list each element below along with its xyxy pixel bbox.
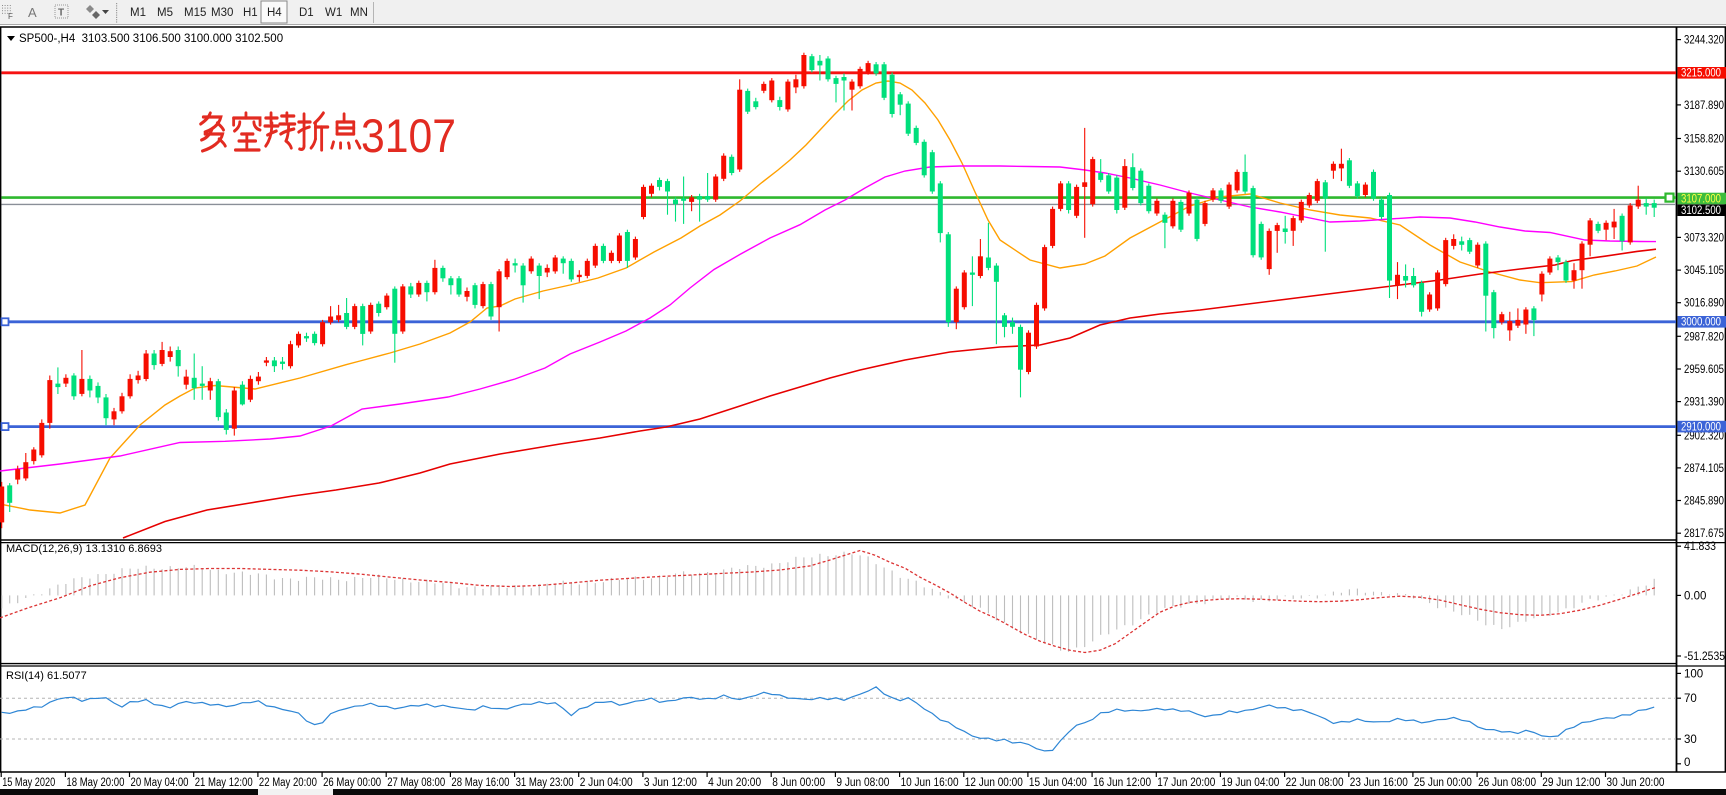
svg-text:25 Jun 00:00: 25 Jun 00:00 (1414, 777, 1472, 789)
svg-text:30 Jun 20:00: 30 Jun 20:00 (1607, 777, 1665, 789)
svg-text:2845.890: 2845.890 (1684, 496, 1724, 508)
svg-text:20 May 04:00: 20 May 04:00 (131, 777, 189, 789)
svg-text:28 May 16:00: 28 May 16:00 (451, 777, 509, 789)
svg-text:3130.605: 3130.605 (1684, 166, 1724, 178)
svg-text:100: 100 (1684, 669, 1703, 681)
svg-text:3045.105: 3045.105 (1684, 265, 1724, 277)
svg-text:26 Jun 08:00: 26 Jun 08:00 (1478, 777, 1536, 789)
svg-text:M1: M1 (130, 7, 146, 19)
svg-text:2959.605: 2959.605 (1684, 364, 1724, 376)
svg-text:0.00: 0.00 (1684, 590, 1706, 602)
svg-text:9 Jun 08:00: 9 Jun 08:00 (836, 777, 889, 789)
svg-text:41.833: 41.833 (1684, 541, 1716, 553)
svg-text:2931.390: 2931.390 (1684, 397, 1724, 409)
svg-text:12 Jun 00:00: 12 Jun 00:00 (965, 777, 1023, 789)
svg-text:3107.000: 3107.000 (1681, 193, 1721, 205)
svg-text:MN: MN (350, 7, 368, 19)
svg-text:3215.000: 3215.000 (1681, 68, 1721, 80)
svg-text:2987.820: 2987.820 (1684, 331, 1724, 343)
svg-text:70: 70 (1684, 693, 1697, 705)
svg-text:3102.500: 3102.500 (1681, 205, 1721, 217)
svg-text:23 Jun 16:00: 23 Jun 16:00 (1350, 777, 1408, 789)
svg-text:31 May 23:00: 31 May 23:00 (516, 777, 574, 789)
svg-text:4 Jun 20:00: 4 Jun 20:00 (708, 777, 761, 789)
svg-text:21 May 12:00: 21 May 12:00 (195, 777, 253, 789)
svg-text:RSI(14) 61.5077: RSI(14) 61.5077 (6, 670, 87, 682)
svg-text:M5: M5 (157, 7, 173, 19)
svg-text:D1: D1 (299, 7, 314, 19)
svg-text:A: A (28, 5, 37, 20)
svg-text:W1: W1 (325, 7, 342, 19)
svg-text:16 Jun 12:00: 16 Jun 12:00 (1093, 777, 1151, 789)
svg-text:3158.820: 3158.820 (1684, 134, 1724, 146)
svg-text:8 Jun 00:00: 8 Jun 00:00 (772, 777, 825, 789)
svg-text:22 Jun 08:00: 22 Jun 08:00 (1286, 777, 1344, 789)
svg-text:15 May 2020: 15 May 2020 (2, 777, 55, 789)
svg-text:19 Jun 04:00: 19 Jun 04:00 (1221, 777, 1279, 789)
svg-text:3107: 3107 (361, 109, 456, 162)
svg-text:T: T (58, 8, 64, 19)
svg-text:30: 30 (1684, 734, 1697, 746)
svg-text:3244.320: 3244.320 (1684, 35, 1724, 47)
svg-text:2910.000: 2910.000 (1681, 421, 1721, 433)
svg-text:2817.675: 2817.675 (1684, 528, 1724, 540)
svg-text:29 Jun 12:00: 29 Jun 12:00 (1542, 777, 1600, 789)
svg-text:2 Jun 04:00: 2 Jun 04:00 (580, 777, 633, 789)
svg-text:18 May 20:00: 18 May 20:00 (66, 777, 124, 789)
svg-text:3 Jun 12:00: 3 Jun 12:00 (644, 777, 697, 789)
svg-text:10 Jun 16:00: 10 Jun 16:00 (901, 777, 959, 789)
svg-text:27 May 08:00: 27 May 08:00 (387, 777, 445, 789)
svg-text:H4: H4 (267, 7, 282, 19)
svg-text:H1: H1 (243, 7, 258, 19)
svg-text:3000.000: 3000.000 (1681, 317, 1721, 329)
svg-text:MACD(12,26,9) 13.1310 6.8693: MACD(12,26,9) 13.1310 6.8693 (6, 543, 162, 555)
svg-text:22 May 20:00: 22 May 20:00 (259, 777, 317, 789)
svg-text:3016.890: 3016.890 (1684, 298, 1724, 310)
svg-text:M15: M15 (184, 7, 206, 19)
svg-text:0: 0 (1684, 757, 1690, 769)
svg-text:3073.320: 3073.320 (1684, 232, 1724, 244)
svg-text:15 Jun 04:00: 15 Jun 04:00 (1029, 777, 1087, 789)
svg-text:3187.890: 3187.890 (1684, 100, 1724, 112)
svg-text:M30: M30 (211, 7, 233, 19)
svg-text:SP500-,H4 3103.500 3106.500 3: SP500-,H4 3103.500 3106.500 3100.000 310… (19, 33, 283, 45)
svg-text:17 Jun 20:00: 17 Jun 20:00 (1157, 777, 1215, 789)
svg-text:26 May 00:00: 26 May 00:00 (323, 777, 381, 789)
svg-text:2874.105: 2874.105 (1684, 463, 1724, 475)
svg-text:2902.320: 2902.320 (1684, 430, 1724, 442)
svg-text:-51.2535: -51.2535 (1684, 651, 1725, 663)
svg-text:F: F (8, 12, 13, 21)
